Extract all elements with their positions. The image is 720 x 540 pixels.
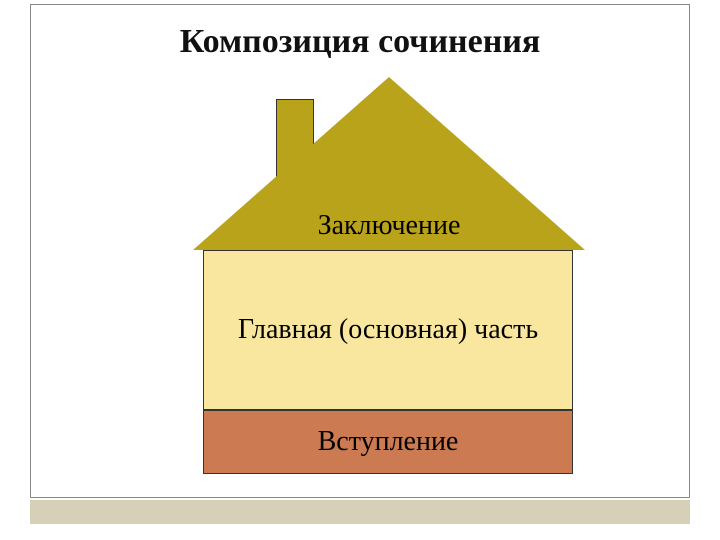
footer-bar [30,500,690,524]
house-base: Вступление [203,410,573,474]
page-title: Композиция сочинения [31,23,689,61]
base-label: Вступление [318,426,459,458]
body-label: Главная (основная) часть [238,314,538,346]
house-body: Главная (основная) часть [203,250,573,410]
roof-label: Заключение [193,210,585,242]
diagram-card: Композиция сочинения Заключение Главная … [30,4,690,498]
